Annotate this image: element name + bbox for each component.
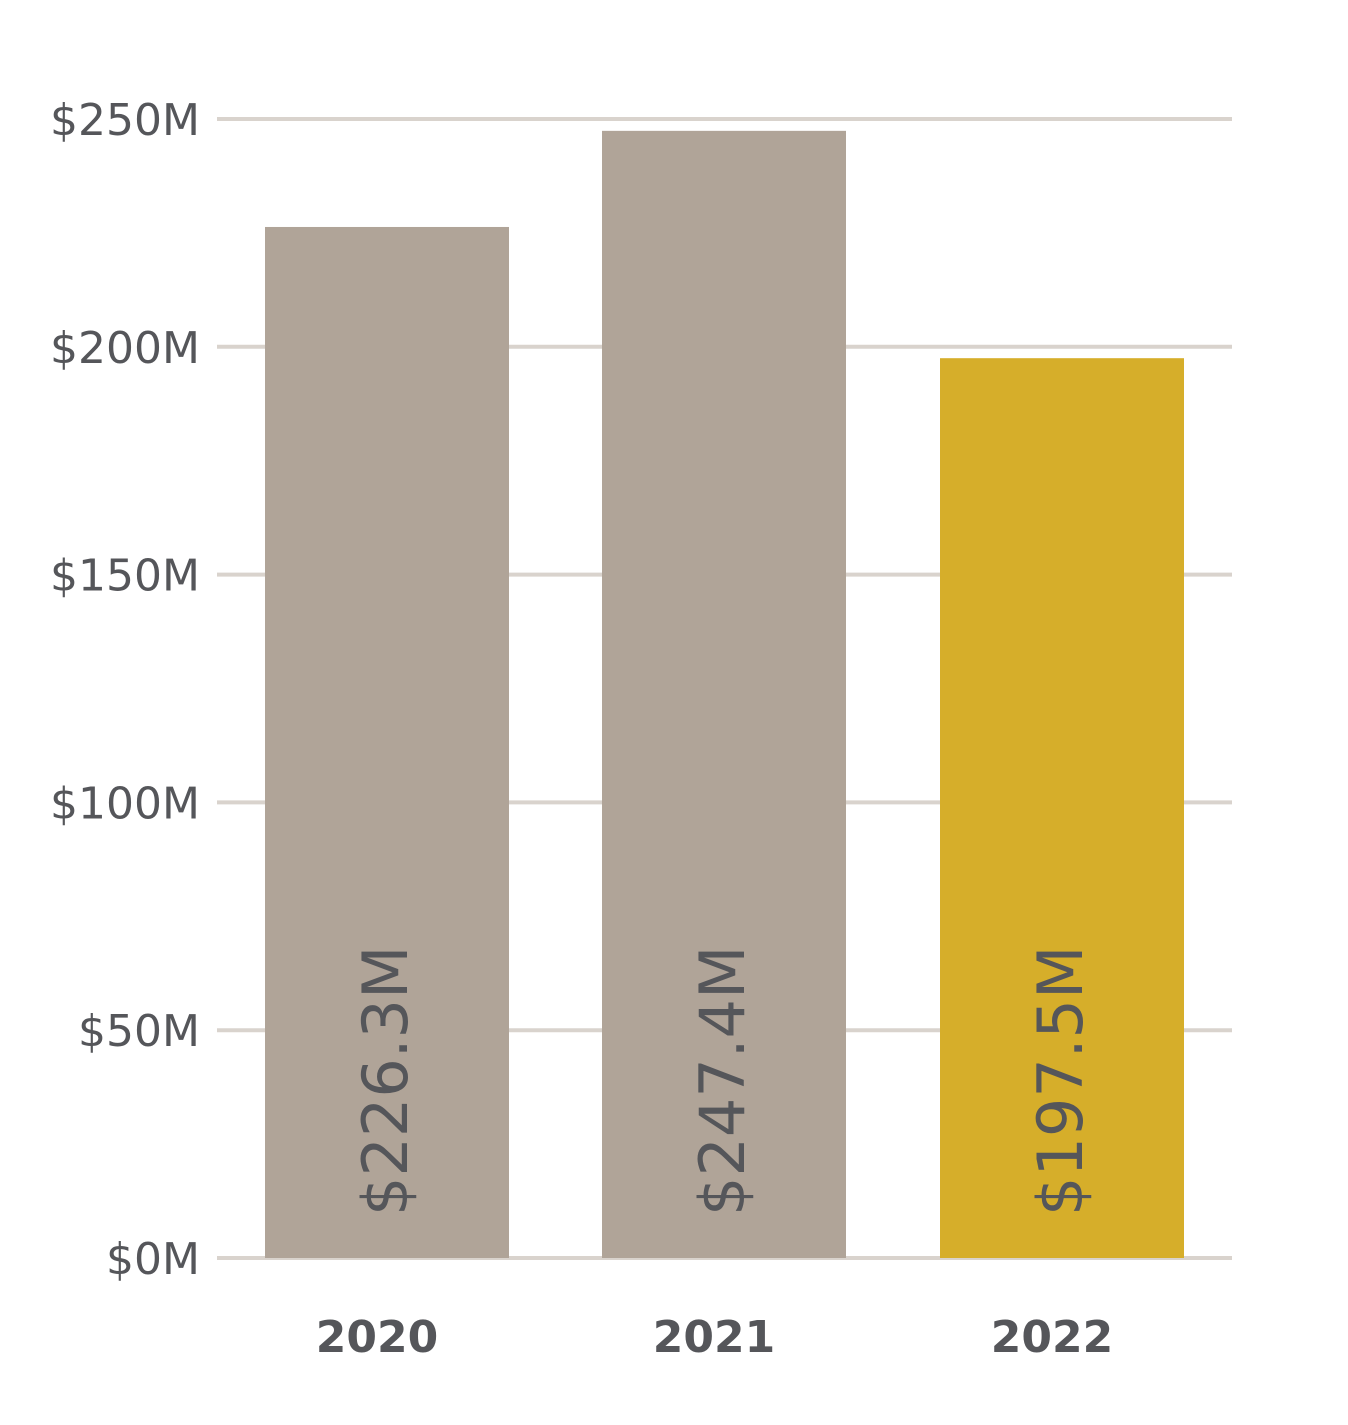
y-tick-label: $50M — [78, 1006, 200, 1057]
x-tick-label: 2020 — [316, 1312, 438, 1363]
y-tick-label: $200M — [50, 323, 200, 374]
x-axis-tick-labels: 2020 2021 2022 — [316, 1312, 1113, 1363]
bar-2020 — [265, 226, 509, 1259]
bar-value-label: $226.3M — [349, 946, 422, 1216]
y-tick-label: $100M — [50, 778, 200, 829]
x-tick-label: 2021 — [653, 1312, 775, 1363]
y-tick-label: $0M — [106, 1234, 200, 1285]
x-tick-label: 2022 — [991, 1312, 1113, 1363]
bars — [265, 130, 1184, 1259]
bar-value-label: $197.5M — [1024, 946, 1097, 1216]
y-tick-label: $250M — [50, 95, 200, 146]
y-axis-tick-labels: $0M $50M $100M $150M $200M $250M — [50, 95, 200, 1285]
y-tick-label: $150M — [50, 551, 200, 602]
bar-2021 — [602, 130, 846, 1259]
bar-value-label: $247.4M — [686, 946, 759, 1216]
data-labels: $226.3M $247.4M $197.5M — [349, 946, 1097, 1216]
bar-2022 — [940, 358, 1184, 1258]
